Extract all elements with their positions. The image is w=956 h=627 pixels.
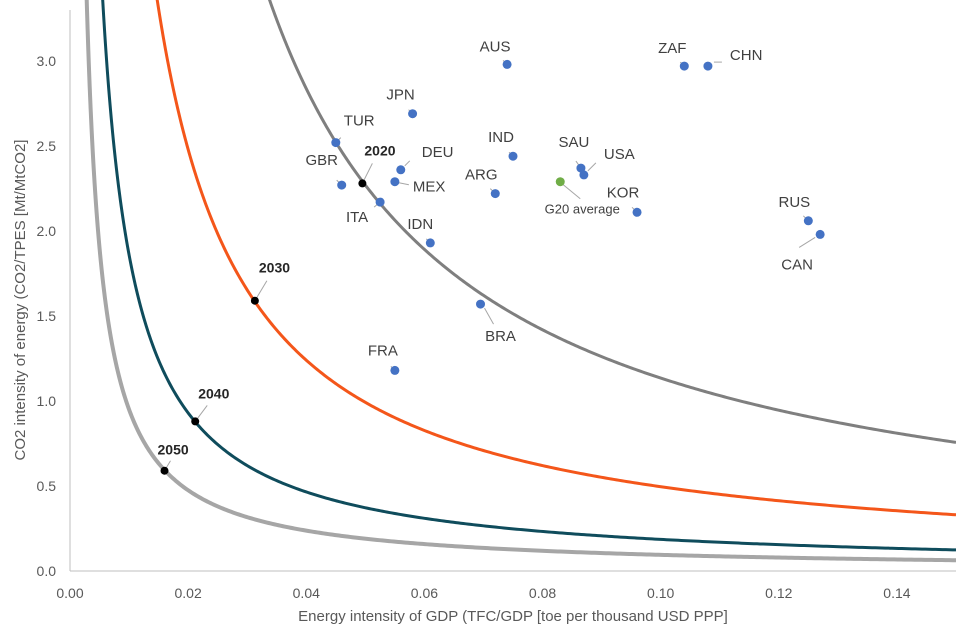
- country-label-arg: ARG: [465, 167, 498, 184]
- x-tick-label: 0.02: [175, 585, 202, 601]
- x-tick-label: 0.08: [529, 585, 556, 601]
- curve-2030: [155, 0, 956, 517]
- x-tick-label: 0.00: [56, 585, 83, 601]
- country-label-sau: SAU: [559, 134, 590, 151]
- country-point-tur: [331, 138, 341, 148]
- x-tick-label: 0.04: [293, 585, 320, 601]
- year-label-2050: 2050: [158, 442, 189, 458]
- country-label-fra: FRA: [368, 342, 398, 359]
- y-tick-label: 0.5: [37, 478, 57, 494]
- country-point-chn: [703, 61, 713, 71]
- x-tick-label: 0.06: [411, 585, 438, 601]
- country-point-arg: [490, 189, 500, 199]
- country-point-usa: [579, 170, 589, 180]
- y-tick-label: 1.0: [37, 393, 57, 409]
- curves-layer: [84, 0, 956, 563]
- y-tick-label: 2.0: [37, 223, 57, 239]
- country-point-bra: [476, 299, 486, 309]
- g20-average-point: [555, 177, 565, 187]
- points-layer: [160, 59, 825, 475]
- country-point-aus: [502, 59, 512, 69]
- year-label-2030: 2030: [259, 260, 290, 276]
- g20-average-label: G20 average: [545, 202, 620, 217]
- year-label-2040: 2040: [198, 385, 229, 401]
- country-point-fra: [390, 365, 400, 375]
- x-tick-label: 0.10: [647, 585, 674, 601]
- country-point-ita: [375, 197, 385, 207]
- year-marker-2020: [358, 179, 367, 188]
- country-point-can: [815, 229, 825, 239]
- x-axis-title: Energy intensity of GDP (TFC/GDP [toe pe…: [298, 608, 728, 625]
- curve-2050: [84, 0, 956, 563]
- year-label-2020: 2020: [364, 142, 395, 158]
- leader-line: [404, 160, 411, 167]
- country-label-can: CAN: [781, 256, 813, 273]
- x-tick-label: 0.12: [765, 585, 792, 601]
- y-tick-label: 0.0: [37, 563, 57, 579]
- country-point-jpn: [408, 109, 418, 119]
- country-label-rus: RUS: [778, 194, 810, 211]
- y-tick-label: 1.5: [37, 308, 57, 324]
- x-tick-label: 0.14: [883, 585, 910, 601]
- country-point-gbr: [337, 180, 347, 190]
- country-point-mex: [390, 177, 400, 187]
- country-label-mex: MEX: [413, 179, 446, 196]
- country-point-idn: [425, 238, 435, 248]
- year-marker-2040: [191, 417, 200, 426]
- y-tick-label: 3.0: [37, 53, 57, 69]
- country-label-chn: CHN: [730, 47, 763, 64]
- year-marker-2030: [250, 296, 259, 305]
- leader-line: [798, 236, 816, 248]
- axes-layer: [69, 10, 956, 572]
- country-label-ind: IND: [488, 129, 514, 146]
- country-label-gbr: GBR: [305, 152, 338, 169]
- country-label-idn: IDN: [407, 216, 433, 233]
- country-point-ind: [508, 151, 518, 161]
- y-tick-label: 2.5: [37, 138, 57, 154]
- leader-line: [562, 184, 581, 200]
- leader-line: [484, 307, 494, 325]
- year-marker-2050: [160, 466, 169, 475]
- ticks-layer: 0.00 0.02 0.04 0.06 0.08 0.10 0.12 0.14 0.0 0.5 1.…: [37, 53, 911, 601]
- country-label-usa: USA: [604, 146, 635, 163]
- country-label-deu: DEU: [422, 144, 454, 161]
- country-point-deu: [396, 165, 406, 175]
- country-label-tur: TUR: [344, 113, 375, 130]
- country-point-zaf: [679, 61, 689, 71]
- country-label-jpn: JPN: [386, 87, 414, 104]
- country-label-ita: ITA: [346, 209, 368, 226]
- country-point-sau: [576, 163, 586, 173]
- country-point-rus: [803, 216, 813, 226]
- curve-2040: [101, 0, 956, 552]
- country-label-aus: AUS: [480, 38, 511, 55]
- leader-line: [398, 182, 409, 186]
- leader-line: [587, 162, 597, 172]
- country-label-zaf: ZAF: [658, 40, 686, 57]
- labels-layer: AUS ZAF CHN JPN TUR IND DEU SAU USA GBR MEX ARG ITA K…: [158, 38, 813, 457]
- curve-2020: [268, 0, 956, 444]
- country-label-kor: KOR: [607, 184, 640, 201]
- y-axis-title: CO2 intensity of energy (CO2/TPES [Mt/Mt…: [12, 140, 29, 461]
- country-point-kor: [632, 207, 642, 217]
- country-label-bra: BRA: [485, 328, 516, 345]
